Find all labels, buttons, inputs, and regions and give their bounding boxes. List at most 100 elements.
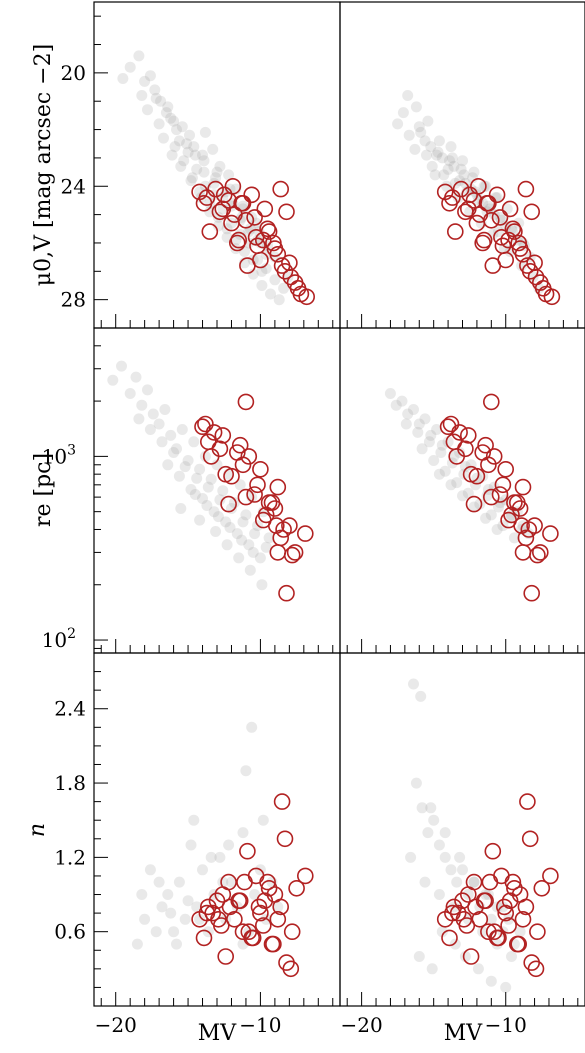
highlight-point [260, 879, 278, 897]
background-point [403, 129, 415, 141]
background-point [247, 268, 259, 280]
background-point [419, 135, 431, 147]
highlight-point [223, 214, 240, 232]
background-point [176, 424, 188, 435]
background-point [422, 115, 434, 127]
background-point [212, 511, 224, 523]
background-point [257, 814, 269, 826]
highlight-point [234, 195, 252, 212]
background-point [217, 876, 229, 888]
highlight-point [252, 904, 269, 922]
background-point [185, 484, 197, 495]
highlight-point [519, 257, 536, 274]
background-point [514, 926, 526, 938]
y-tick-label: 20 [61, 61, 86, 85]
y-tick-label: 2.4 [54, 697, 86, 721]
ticks-re_right [346, 639, 579, 653]
highlight-point [214, 886, 232, 903]
background-point [158, 132, 169, 144]
highlight-point [504, 873, 522, 891]
background-point [431, 149, 443, 161]
highlight-point [494, 237, 512, 255]
y-tick-label: 24 [61, 174, 86, 198]
highlight-point [278, 203, 295, 221]
background-point [446, 152, 458, 164]
background-point [246, 721, 258, 733]
highlight-point [296, 867, 314, 885]
background-point [188, 814, 200, 826]
highlight-point [501, 892, 519, 910]
background-point [194, 186, 206, 198]
highlight-point [273, 793, 291, 810]
x-tick-label: −20 [341, 1013, 383, 1037]
highlight-point [230, 231, 247, 249]
highlight-point [278, 584, 295, 602]
highlight-point [298, 288, 316, 306]
highlight-point [495, 898, 513, 916]
highlight-point [244, 929, 262, 947]
background-point [144, 864, 156, 876]
highlight-point [482, 393, 500, 411]
background-point [247, 546, 259, 558]
background-point [256, 280, 268, 291]
background-point [451, 477, 463, 489]
background-point [392, 118, 404, 130]
background-point [171, 124, 182, 136]
background-point [458, 169, 470, 181]
background-point [415, 126, 427, 138]
background-point [428, 814, 440, 826]
background-point [477, 470, 489, 482]
highlight-point [527, 960, 545, 978]
background-point [433, 839, 445, 851]
background-point [485, 975, 497, 987]
background-point [205, 851, 217, 863]
highlight-point [224, 178, 242, 195]
background-point [131, 938, 143, 950]
background-point [436, 926, 448, 938]
highlight-point [482, 488, 500, 506]
background-point [139, 913, 151, 925]
background-point [199, 450, 211, 462]
background-point [457, 864, 468, 876]
background-point [188, 141, 200, 153]
highlight-point [202, 448, 220, 465]
background-point [223, 169, 235, 181]
background-point [207, 143, 219, 155]
background-point [133, 413, 145, 425]
background-point [185, 839, 197, 851]
background-point [480, 512, 492, 524]
highlight-point [243, 186, 260, 204]
highlight-point [497, 904, 515, 922]
background-point [451, 876, 463, 888]
highlight-point [265, 234, 282, 252]
background-point [191, 163, 203, 175]
highlight-point [446, 223, 464, 240]
highlight-point [490, 929, 507, 947]
y-tick-exponent: 3 [67, 442, 76, 458]
highlight-point [506, 494, 523, 511]
highlight-point [273, 257, 291, 274]
background-point [226, 876, 237, 888]
background-point [142, 384, 153, 396]
highlight-point [441, 929, 458, 947]
background-point [413, 951, 425, 962]
background-point [124, 61, 136, 73]
background-point [182, 146, 194, 158]
background-point [240, 509, 252, 521]
background-point [197, 493, 208, 504]
y-tick-label: 1.8 [54, 771, 86, 795]
highlight-point [477, 436, 494, 454]
background-point [175, 160, 187, 172]
background-point [124, 388, 136, 399]
background-point [173, 470, 185, 482]
background-point [195, 192, 207, 204]
background-point [436, 439, 448, 451]
highlight-point [237, 488, 255, 506]
background-point [189, 489, 201, 500]
xlabel-right: MV [444, 1021, 484, 1046]
background-point [260, 541, 272, 553]
highlight-point [455, 910, 473, 928]
background-point [256, 579, 268, 591]
background-point [178, 155, 190, 167]
highlight-point [534, 279, 552, 297]
